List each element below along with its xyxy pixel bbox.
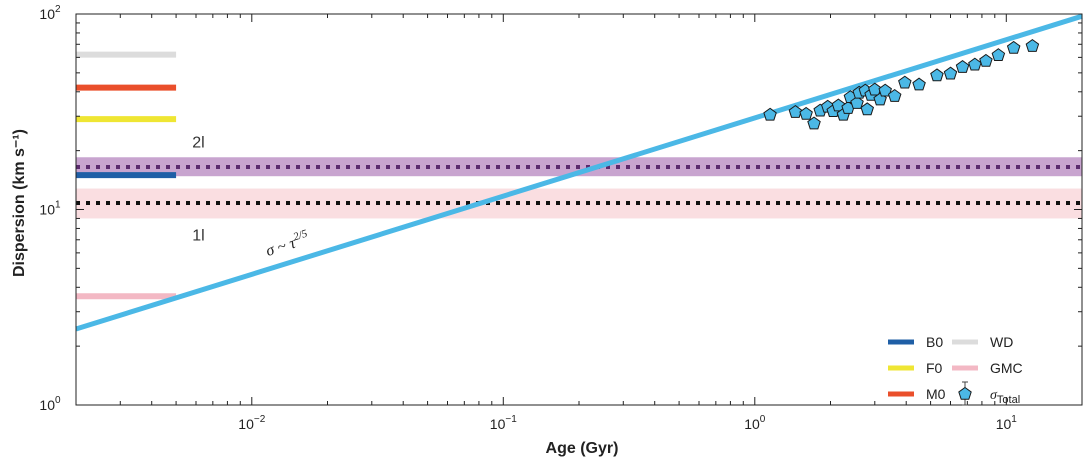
- legend-item-wd: WD: [952, 334, 1013, 350]
- band-label-1l: 1l: [192, 227, 204, 244]
- data-point-25: [969, 58, 981, 70]
- data-point-2: [800, 107, 812, 119]
- data-point-21: [913, 78, 925, 90]
- legend: B0 F0 M0 WD GMC σTotal: [888, 334, 1023, 406]
- y-tick-label-exp: 1: [55, 200, 61, 211]
- legend-label-sub: Total: [997, 394, 1020, 406]
- y-tick-label-exp: 2: [55, 4, 61, 15]
- legend-item-f0: F0: [888, 360, 943, 376]
- y-tick-label: 101: [39, 200, 61, 218]
- plot-area: 2l 1l σ ~ τ2/5: [76, 16, 1082, 329]
- x-tick-label-exp: −2: [254, 414, 266, 425]
- band-label-2l: 2l: [192, 134, 204, 151]
- legend-label: M0: [926, 386, 946, 402]
- x-tick-label-base: 10: [996, 416, 1012, 432]
- legend-label: GMC: [990, 360, 1023, 376]
- data-point-26: [980, 54, 992, 66]
- legend-label: WD: [990, 334, 1013, 350]
- legend-label: B0: [926, 334, 943, 350]
- data-point-23: [944, 67, 956, 79]
- data-point-15: [861, 103, 873, 115]
- legend-item-b0: B0: [888, 334, 943, 350]
- y-tick-label: 102: [39, 4, 61, 22]
- x-tick-label-exp: 1: [1011, 414, 1017, 425]
- power-law-label-exponent: 2/5: [292, 228, 309, 244]
- x-tick-label: 101: [996, 414, 1018, 432]
- x-tick-label-base: 10: [238, 416, 254, 432]
- legend-item-m0: M0: [888, 386, 946, 402]
- x-tick-label-exp: −1: [505, 414, 517, 425]
- legend-item-sigma-total: σTotal: [959, 382, 1020, 406]
- data-point-20: [899, 76, 911, 88]
- y-tick-label: 100: [39, 395, 61, 413]
- x-tick-label: 10−1: [490, 414, 517, 432]
- y-tick-label-base: 10: [39, 397, 55, 413]
- x-tick-label-base: 10: [490, 416, 506, 432]
- power-law-label-text: σ ~ τ2/5: [263, 228, 312, 260]
- band-1l: [76, 189, 1082, 219]
- data-point-22: [931, 69, 943, 81]
- series-sigma-total: [764, 40, 1039, 129]
- y-axis-title: Dispersion (km s⁻¹): [11, 129, 28, 277]
- y-tick-label-base: 10: [39, 202, 55, 218]
- data-point-24: [956, 61, 968, 73]
- y-tick-label-exp: 0: [55, 395, 61, 406]
- y-tick-label-base: 10: [39, 6, 55, 22]
- data-point-27: [992, 49, 1004, 61]
- data-point-29: [1026, 40, 1038, 52]
- legend-item-gmc: GMC: [952, 360, 1023, 376]
- legend-marker: [959, 388, 971, 400]
- power-law-label: σ ~ τ2/5: [263, 228, 312, 260]
- x-axis-title: Age (Gyr): [546, 440, 619, 457]
- x-tick-label: 10−2: [238, 414, 265, 432]
- x-tick-label-exp: 0: [760, 414, 766, 425]
- data-point-28: [1008, 42, 1020, 54]
- legend-label: F0: [926, 360, 943, 376]
- x-tick-label-base: 10: [744, 416, 760, 432]
- x-tick-label: 100: [744, 414, 766, 432]
